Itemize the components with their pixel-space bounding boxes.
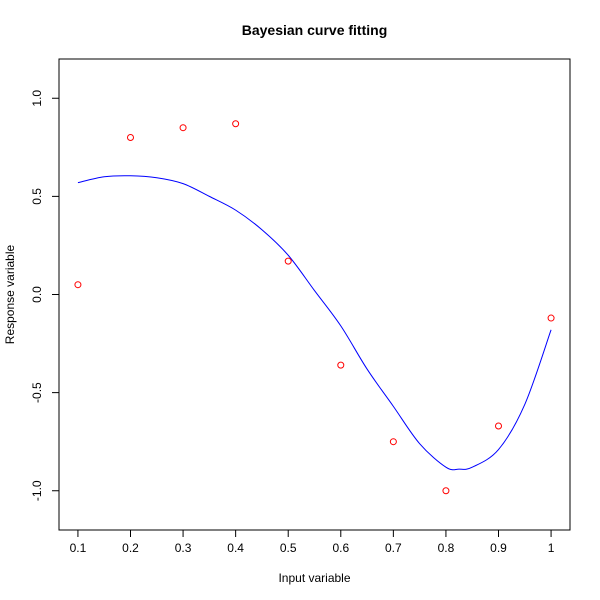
fitted-curve: [77, 175, 552, 471]
x-tick-label: 0.6: [332, 541, 349, 555]
data-point: [442, 487, 450, 495]
y-tick-label: -0.5: [30, 382, 44, 403]
y-tick-label: 1.0: [30, 90, 44, 107]
x-tick-label: 0.9: [490, 541, 507, 555]
data-point: [126, 134, 134, 141]
data-point: [74, 281, 82, 289]
x-tick-label: 0.2: [122, 541, 139, 555]
data-point: [389, 438, 397, 446]
data-point: [284, 257, 292, 265]
y-axis-label: Response variable: [3, 244, 17, 344]
x-tick-label: 1: [548, 541, 555, 555]
x-tick-label: 0.7: [385, 541, 402, 555]
y-tick-label: 0.0: [30, 286, 44, 303]
y-tick-label: 0.5: [30, 188, 44, 205]
x-tick-label: 0.4: [227, 541, 244, 555]
x-tick-label: 0.8: [438, 541, 455, 555]
data-point: [547, 314, 555, 322]
x-tick-label: 0.3: [175, 541, 192, 555]
y-axis: -1.0 -0.5 0.0 0.5 1.0: [30, 90, 59, 501]
data-point: [337, 361, 345, 369]
chart-title: Bayesian curve fitting: [242, 22, 388, 38]
fit-curve-layer: [77, 175, 552, 471]
x-axis: 0.1 0.2 0.3 0.4 0.5 0.6 0.7 0.8 0.9 1: [70, 530, 555, 555]
x-axis-label: Input variable: [278, 571, 350, 585]
data-point: [232, 120, 240, 128]
data-point: [495, 422, 503, 430]
x-tick-label: 0.5: [280, 541, 297, 555]
data-points-layer: [74, 120, 555, 495]
y-tick-label: -1.0: [30, 480, 44, 501]
data-point: [179, 124, 187, 132]
x-tick-label: 0.1: [70, 541, 87, 555]
